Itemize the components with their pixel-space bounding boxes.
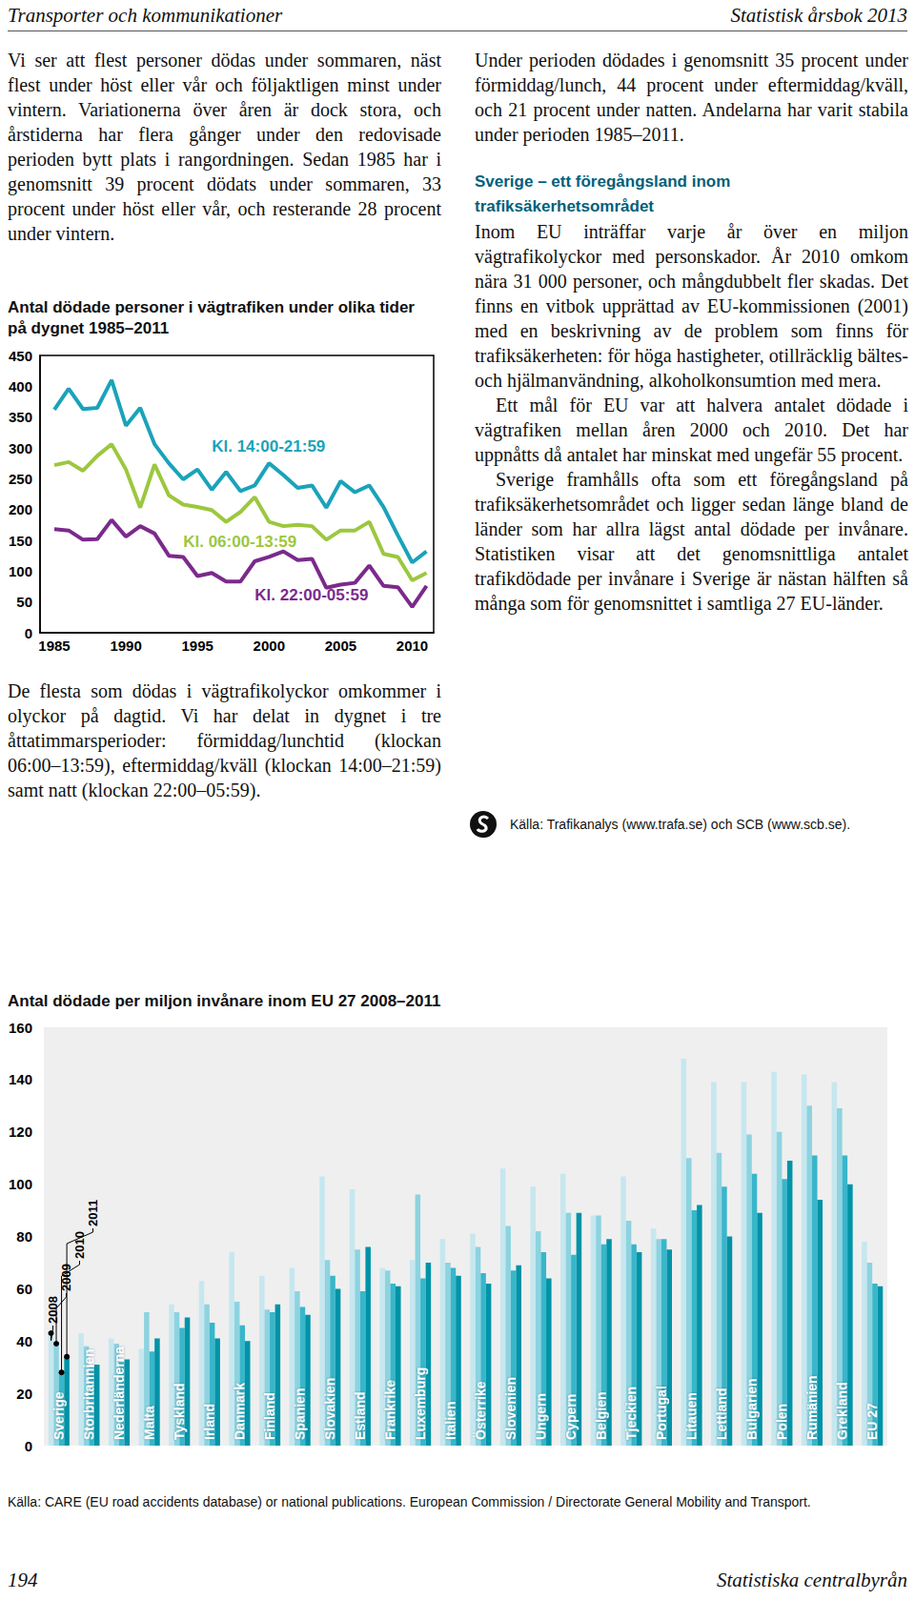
svg-text:450: 450 bbox=[8, 347, 33, 365]
svg-text:Kl. 14:00-21:59: Kl. 14:00-21:59 bbox=[211, 437, 326, 456]
svg-text:EU 27: EU 27 bbox=[864, 1403, 880, 1441]
svg-text:Tjeckien: Tjeckien bbox=[623, 1386, 639, 1441]
svg-text:Bulgarien: Bulgarien bbox=[744, 1378, 760, 1441]
svg-text:100: 100 bbox=[8, 1176, 33, 1193]
html-text:Transporter och kommunikatione: Transporter och kommunikationer bbox=[7, 3, 283, 27]
svg-text:120: 120 bbox=[8, 1123, 33, 1140]
svg-text:2005: 2005 bbox=[325, 637, 357, 654]
svg-text:Slovakien: Slovakien bbox=[322, 1378, 338, 1441]
svg-text:300: 300 bbox=[8, 440, 33, 457]
svg-text:Litauen: Litauen bbox=[684, 1392, 700, 1441]
html-text:Sverige – ett föregångsland in: Sverige – ett föregångsland inom trafiks… bbox=[474, 172, 731, 216]
html-text:Antal dödade personer i vägtra: Antal dödade personer i vägtrafiken unde… bbox=[7, 298, 415, 338]
svg-text:Italien: Italien bbox=[443, 1402, 459, 1441]
html-text:Inom EU inträffar varje år öve: Inom EU inträffar varje år över en miljo… bbox=[474, 221, 909, 391]
svg-text:2010: 2010 bbox=[72, 1231, 87, 1260]
svg-text:Österrike: Österrike bbox=[472, 1381, 488, 1441]
svg-text:Nederländerna: Nederländerna bbox=[111, 1346, 127, 1441]
svg-text:Rumänien: Rumänien bbox=[804, 1375, 820, 1441]
html-text:Ett mål för EU var att halvera: Ett mål för EU var att halvera antalet d… bbox=[474, 394, 909, 466]
svg-text:1990: 1990 bbox=[109, 637, 142, 654]
html-text:Källa: CARE (EU road accidents: Källa: CARE (EU road accidents database)… bbox=[7, 1494, 811, 1510]
svg-text:Malta: Malta bbox=[142, 1405, 158, 1441]
svg-text:Finland: Finland bbox=[262, 1392, 278, 1441]
html-text:De flesta som dödas i vägtrafi: De flesta som dödas i vägtrafikolyckor o… bbox=[7, 680, 442, 801]
svg-text:140: 140 bbox=[8, 1071, 33, 1088]
svg-text:Sverige: Sverige bbox=[51, 1391, 67, 1441]
html-text:Sverige framhålls ofta som ett: Sverige framhålls ofta som ett föregångs… bbox=[474, 468, 909, 614]
html-text:Vi ser att flest personer döda: Vi ser att flest personer dödas under so… bbox=[7, 49, 442, 244]
html-text:194: 194 bbox=[7, 1568, 38, 1592]
html-text:Källa: Trafikanalys (www.trafa: Källa: Trafikanalys (www.trafa.se) och S… bbox=[509, 816, 851, 833]
svg-text:Danmark: Danmark bbox=[231, 1382, 247, 1441]
svg-text:1995: 1995 bbox=[182, 637, 214, 654]
svg-text:80: 80 bbox=[16, 1228, 33, 1245]
svg-text:0: 0 bbox=[24, 1438, 33, 1455]
svg-text:Irland: Irland bbox=[202, 1403, 218, 1441]
html-text:Under perioden dödades i genom: Under perioden dödades i genomsnitt 35 p… bbox=[474, 49, 909, 145]
svg-text:Kl. 06:00-13:59: Kl. 06:00-13:59 bbox=[183, 532, 297, 551]
svg-text:150: 150 bbox=[8, 532, 33, 549]
svg-text:20: 20 bbox=[16, 1385, 33, 1403]
svg-text:2010: 2010 bbox=[396, 637, 428, 654]
svg-text:Luxemburg: Luxemburg bbox=[412, 1367, 428, 1441]
svg-text:Portugal: Portugal bbox=[653, 1385, 670, 1441]
svg-text:2009: 2009 bbox=[59, 1263, 74, 1292]
svg-text:Belgien: Belgien bbox=[593, 1391, 610, 1441]
svg-text:100: 100 bbox=[8, 563, 33, 580]
svg-text:Frankrike: Frankrike bbox=[382, 1380, 398, 1441]
svg-text:Storbritannien: Storbritannien bbox=[81, 1348, 97, 1441]
svg-text:200: 200 bbox=[8, 501, 33, 518]
svg-text:2011: 2011 bbox=[85, 1199, 101, 1227]
svg-text:Kl. 22:00-05:59: Kl. 22:00-05:59 bbox=[254, 586, 368, 605]
svg-text:2000: 2000 bbox=[253, 637, 285, 654]
svg-text:Polen: Polen bbox=[773, 1403, 790, 1441]
svg-text:350: 350 bbox=[8, 408, 33, 426]
svg-text:Cypern: Cypern bbox=[563, 1394, 579, 1441]
svg-text:Lettland: Lettland bbox=[713, 1388, 730, 1441]
svg-text:160: 160 bbox=[8, 1019, 33, 1037]
svg-text:0: 0 bbox=[24, 625, 33, 642]
svg-text:Tyskland: Tyskland bbox=[171, 1382, 187, 1441]
svg-text:1985: 1985 bbox=[38, 637, 70, 654]
svg-text:Spanien: Spanien bbox=[292, 1388, 308, 1441]
svg-text:40: 40 bbox=[16, 1333, 33, 1350]
svg-text:2008: 2008 bbox=[45, 1296, 61, 1324]
svg-text:60: 60 bbox=[16, 1281, 33, 1298]
svg-text:50: 50 bbox=[16, 593, 33, 610]
svg-text:Grekland: Grekland bbox=[834, 1382, 851, 1441]
html-text:Statistiska centralbyrån: Statistiska centralbyrån bbox=[716, 1568, 908, 1592]
svg-text:Ungern: Ungern bbox=[533, 1393, 549, 1441]
svg-text:250: 250 bbox=[8, 470, 33, 488]
svg-text:Estland: Estland bbox=[352, 1391, 368, 1441]
svg-text:400: 400 bbox=[8, 378, 33, 395]
html-text:Antal dödade per miljon invåna: Antal dödade per miljon invånare inom EU… bbox=[7, 992, 441, 1011]
html-text:Statistisk årsbok 2013: Statistisk årsbok 2013 bbox=[730, 3, 908, 27]
svg-text:Slovenien: Slovenien bbox=[503, 1377, 519, 1441]
